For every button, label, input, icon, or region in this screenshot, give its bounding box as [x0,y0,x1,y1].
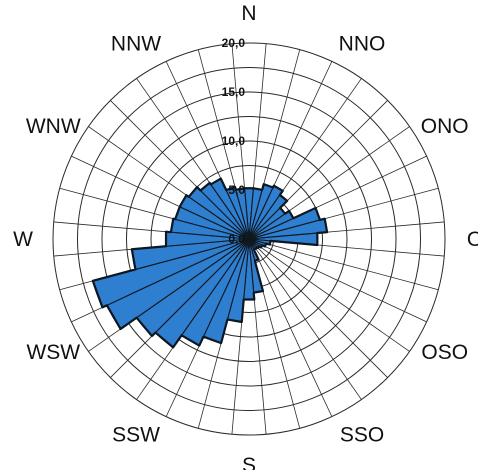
compass-label: WSW [26,341,80,364]
radial-tick-label: 5,0 [228,183,245,197]
radial-tick-label: 0,0 [228,232,245,246]
grid-ring [52,42,446,436]
grid-spoke [248,238,388,378]
compass-label: SSO [340,424,384,447]
grid-spoke [248,238,410,352]
grid-spoke [248,238,439,291]
grid-ring [126,116,372,362]
compass-label: W [13,228,33,251]
compass-label: WNW [26,115,81,138]
grid-ring [101,91,397,387]
radial-tick-label: 20,0 [222,36,246,50]
grid-spoke [248,238,333,417]
grid-ring [77,67,421,411]
compass-label: ONO [421,115,469,138]
compass-label: NNW [111,32,161,55]
radial-tick-label: 10,0 [222,134,246,148]
radial-tick-label: 15,0 [222,85,246,99]
compass-label: OSO [421,341,468,364]
grid-spoke [248,238,427,323]
grid-ring [150,140,348,338]
compass-label: NNO [339,32,386,55]
compass-label: SSW [112,424,160,447]
wind-rose-outline [91,177,329,349]
compass-label: S [242,454,256,470]
compass-label: O [467,228,478,251]
wind-sectors [91,177,329,349]
grid-spoke [248,238,362,400]
compass-label: N [241,2,256,25]
radial-tick-labels: 0,0 5,0 10,0 15,0 20,0 [222,36,246,246]
direction-labels: N NNO ONO O OSO SSO S SSW WSW W WNW NNW [13,2,478,470]
